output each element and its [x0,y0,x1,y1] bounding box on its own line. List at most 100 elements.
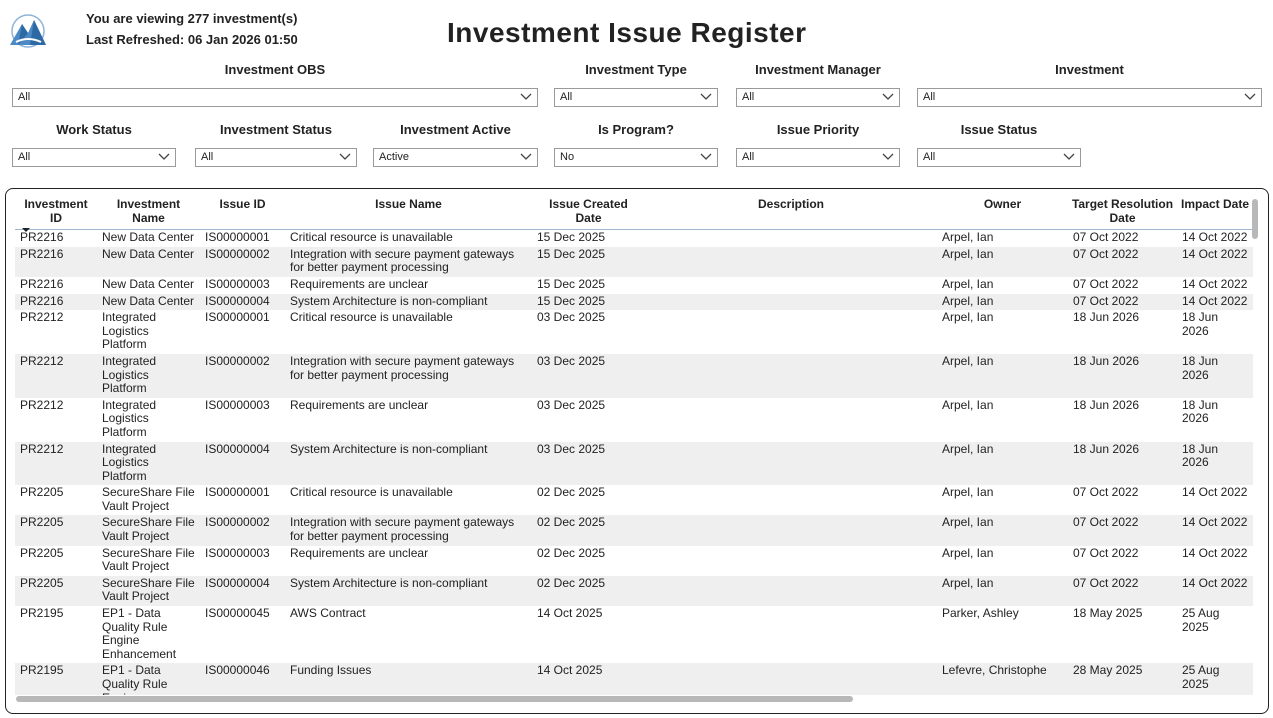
filter-dropdown[interactable]: All [554,88,718,107]
table-cell: IS00000003 [205,276,270,291]
table-row: PR2212 Integrated Logistics Platform IS000… [15,398,1253,442]
table-cell: 02 Dec 2025 [537,545,606,560]
table-cell: 14 Oct 2022 [1177,246,1253,277]
filter-label: Investment Status [220,122,332,137]
filter-value: All [742,151,755,163]
column-header[interactable]: Description [645,195,937,231]
filter-dropdown[interactable]: Active [373,148,538,167]
table-row: PR2216 New Data Center IS00000003 Requireme… [15,277,1253,294]
table-row: PR2195 EP1 - Data Quality Rule Engine Enh… [15,606,1253,663]
table-cell: 18 Jun 2026 [1073,310,1140,325]
column-header-text: Issue Name [375,197,442,211]
column-header[interactable]: Investment ID [15,195,97,232]
table-row: PR2212 Integrated Logistics Platform IS000… [15,441,1253,486]
table-cell: System Architecture is non-compliant [285,575,532,607]
column-header-text: Issue Created Date [549,197,628,225]
filter-dropdown[interactable]: All [12,88,538,107]
filter-dropdown[interactable]: All [195,148,357,167]
table-cell: IS00000004 [200,293,285,311]
table-cell: 25 Aug 2025 [1182,606,1220,634]
chevron [339,153,351,160]
table-cell: PR2195 [20,606,64,621]
table-cell: EP1 - Data Quality Rule Engine Enhanceme… [97,663,200,695]
table-cell: 14 Oct 2022 [1182,276,1248,291]
table-cell: AWS Contract [290,606,366,621]
filter-value: No [560,151,575,163]
table-cell: Funding Issues [285,663,532,695]
table-cell: 03 Dec 2025 [532,441,645,486]
column-header[interactable]: Target Resolution Date [1068,195,1177,231]
table-row: PR2216 New Data Center IS00000001 Critical … [15,230,1253,247]
table-cell: 15 Dec 2025 [532,246,645,277]
table-cell: IS00000003 [205,397,270,412]
table-row: PR2212 Integrated Logistics Platform IS000… [15,310,1253,354]
table-cell: Parker, Ashley [942,606,1019,621]
table-cell: System Architecture is non-compliant [285,293,532,311]
column-header-text: Description [757,197,824,211]
table-cell: IS00000046 [200,663,285,695]
table-cell: PR2216 [20,230,64,245]
filter-value: All [742,91,755,103]
table-cell: 07 Oct 2022 [1073,485,1139,500]
filter-dropdown[interactable]: All [917,88,1262,107]
table-cell: Requirements are unclear [290,397,429,412]
chevron [158,153,170,160]
table-cell: 18 May 2025 [1073,606,1143,621]
filter-label: Investment Manager [755,62,881,77]
column-header[interactable]: Investment Name [97,195,200,231]
table-cell: IS00000004 [200,441,285,486]
table-cell: 18 Jun 2026 [1182,310,1219,338]
column-header[interactable]: Impact Date [1177,195,1253,231]
table-cell: IS00000001 [205,310,270,325]
sort-indicator [22,227,30,232]
table-cell: Integration with secure payment gateways… [285,353,532,398]
filter-label: Is Program? [598,122,674,137]
table-cell: IS00000004 [200,575,285,607]
table-cell: 02 Dec 2025 [532,575,645,607]
horizontal-scrollbar[interactable] [16,696,853,702]
table-cell: Arpel, Ian [937,293,1068,311]
filter-value: All [18,91,31,103]
table-cell: New Data Center [102,276,195,291]
column-header[interactable]: Owner [937,195,1068,231]
table-cell: 14 Oct 2022 [1177,293,1253,311]
table-cell: PR2212 [15,441,97,486]
table-cell: 07 Oct 2022 [1068,293,1177,311]
table-cell [645,293,937,311]
table-cell: 18 Jun 2026 [1068,441,1177,486]
table-cell: Arpel, Ian [937,515,1068,546]
table-cell: Arpel, Ian [942,310,994,325]
chevron [882,93,894,100]
table-cell: IS00000002 [200,246,285,277]
table-cell: 14 Oct 2025 [532,663,645,695]
filter-dropdown[interactable]: All [736,88,900,107]
column-header[interactable]: Issue Name [285,195,532,231]
table-cell [645,575,937,607]
table-cell: IS00000001 [205,230,270,245]
filter-dropdown[interactable]: All [917,148,1081,167]
table-cell: 14 Oct 2022 [1182,545,1248,560]
filter-value: All [201,151,214,163]
table-cell [645,310,937,354]
table-cell: Requirements are unclear [290,276,429,291]
table-cell: PR2205 [20,545,64,560]
filter-dropdown[interactable]: No [554,148,718,167]
column-header[interactable]: Issue ID [200,195,285,231]
table-cell: EP1 - Data Quality Rule Engine Enhanceme… [102,606,177,661]
last-refreshed: Last Refreshed: 06 Jan 2026 01:50 [86,32,298,47]
column-header[interactable]: Issue Created Date [532,195,645,231]
filter-label: Investment Type [585,62,687,77]
vertical-scrollbar[interactable] [1252,199,1258,239]
table-cell: IS00000002 [200,515,285,546]
table-cell [645,277,937,294]
chevron [1063,153,1075,160]
table-cell: PR2212 [20,397,64,412]
table-cell: PR2216 [15,246,97,277]
table-cell: 07 Oct 2022 [1068,575,1177,607]
table-cell: 18 Jun 2026 [1177,441,1253,486]
filter-dropdown[interactable]: All [12,148,176,167]
filter-label: Investment Active [400,122,511,137]
filter-dropdown[interactable]: All [736,148,900,167]
table-cell: PR2216 [20,276,64,291]
